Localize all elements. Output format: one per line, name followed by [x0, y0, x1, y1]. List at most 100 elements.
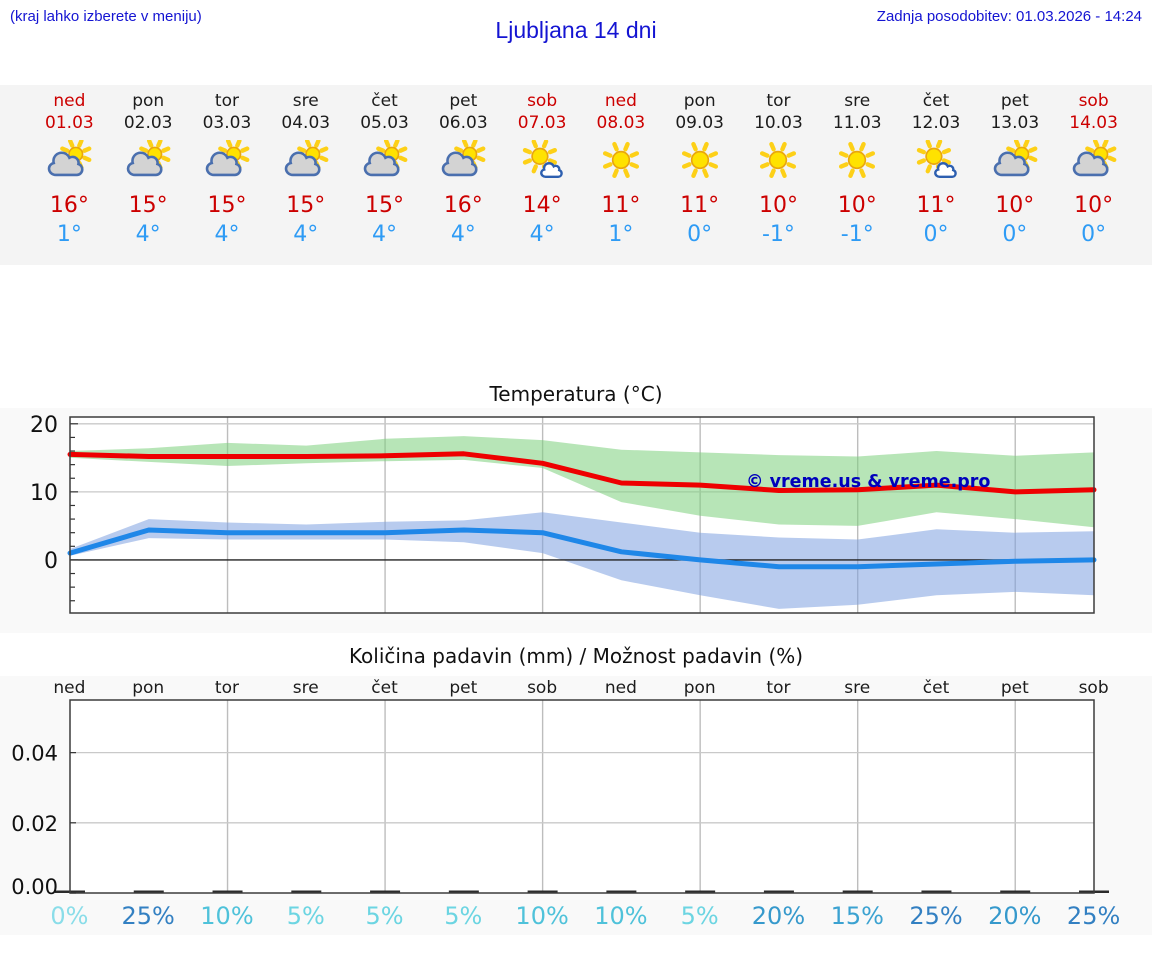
precip-probability: 25%	[121, 902, 175, 930]
forecast-strip: ned 01.03 16° 1° pon 02.03 15° 4° tor 03.03 15° 4° s…	[0, 85, 1152, 265]
forecast-day-column[interactable]: tor 03.03 15° 4°	[188, 85, 267, 248]
forecast-day-column[interactable]: pet 13.03 10° 0°	[975, 85, 1054, 248]
forecast-day-column[interactable]: sob 14.03 10° 0°	[1054, 85, 1133, 248]
low-temperature: 4°	[214, 222, 240, 247]
high-temperature: 10°	[837, 193, 877, 218]
sun-small-cloud-icon	[522, 140, 563, 178]
forecast-day-column[interactable]: čet 12.03 11° 0°	[897, 85, 976, 248]
precip-probability: 5%	[286, 902, 325, 930]
sun-behind-cloud-icon	[126, 140, 171, 177]
precip-day-label: ned	[53, 678, 86, 698]
sun-icon	[760, 141, 797, 178]
weather-icon	[438, 134, 488, 188]
temperature-chart-title: Temperatura (°C)	[489, 382, 663, 406]
precip-probability: 10%	[200, 902, 254, 930]
high-temperature: 10°	[1074, 193, 1114, 218]
day-name: ned	[53, 91, 86, 111]
precip-probability-row: 0% 25% 10% 5% 5% 5% 10% 10% 5% 20% 15% 25% 20% 25%	[30, 897, 1133, 935]
weather-icon	[517, 134, 567, 188]
svg-text:0.00: 0.00	[11, 875, 58, 898]
precipitation-chart-svg: 0.00 0.02 0.04	[11, 699, 1109, 898]
weather-icon	[202, 134, 252, 188]
precip-probability: 0%	[50, 902, 89, 930]
temperature-chart: 0 10 20 © vreme.us & vreme.pro	[0, 408, 1152, 633]
weather-icon	[281, 134, 331, 188]
day-date: 01.03	[45, 113, 94, 133]
day-name: tor	[214, 91, 239, 111]
sun-behind-cloud-icon	[48, 140, 92, 177]
low-temperature: 4°	[293, 222, 319, 247]
high-temperature: 11°	[680, 193, 720, 218]
precip-day-label: sob	[1078, 678, 1109, 698]
svg-text:20: 20	[30, 413, 58, 438]
day-name: sre	[844, 91, 871, 111]
low-temperature: 4°	[135, 222, 161, 247]
weather-icon	[911, 134, 961, 188]
day-date: 12.03	[911, 113, 961, 133]
forecast-day-column[interactable]: sre 11.03 10° -1°	[818, 85, 897, 248]
sun-behind-cloud-icon	[284, 140, 329, 177]
forecast-day-column[interactable]: pon 02.03 15° 4°	[109, 85, 188, 248]
day-name: ned	[604, 91, 637, 111]
low-temperature: -1°	[761, 222, 795, 247]
weather-icon	[360, 134, 410, 188]
low-temperature: 0°	[1081, 222, 1107, 247]
sun-behind-cloud-icon	[993, 140, 1038, 177]
high-temperature: 15°	[286, 193, 326, 218]
sun-icon	[681, 141, 718, 178]
weather-icon	[832, 134, 882, 188]
sun-behind-cloud-icon	[442, 140, 486, 177]
precip-probability: 20%	[751, 902, 806, 930]
day-date: 04.03	[281, 113, 331, 133]
forecast-day-column[interactable]: sob 07.03 14° 4°	[503, 85, 582, 248]
svg-text:0.02: 0.02	[11, 812, 58, 836]
svg-text:0: 0	[44, 549, 58, 574]
day-name: pon	[132, 91, 165, 111]
temperature-chart-svg: 0 10 20 © vreme.us & vreme.pro	[30, 413, 1097, 614]
forecast-day-column[interactable]: sre 04.03 15° 4°	[266, 85, 345, 248]
forecast-day-column[interactable]: ned 01.03 16° 1°	[30, 85, 109, 248]
precip-probability: 25%	[1066, 902, 1121, 930]
sun-icon	[602, 141, 639, 178]
day-name: pon	[683, 91, 716, 111]
day-date: 08.03	[596, 113, 646, 133]
sun-behind-cloud-icon	[1072, 140, 1116, 177]
forecast-day-column[interactable]: tor 10.03 10° -1°	[739, 85, 818, 248]
day-name: sre	[292, 91, 319, 111]
weather-icon	[123, 134, 173, 188]
precip-probability: 20%	[988, 902, 1042, 930]
precip-probability: 5%	[680, 902, 719, 930]
sun-behind-cloud-icon	[363, 140, 407, 177]
precip-day-label: pon	[683, 678, 716, 698]
day-name: sob	[1078, 91, 1109, 111]
high-temperature: 14°	[522, 193, 562, 218]
precip-day-label: tor	[766, 678, 791, 698]
day-date: 13.03	[990, 113, 1040, 133]
precip-day-label: čet	[922, 678, 950, 698]
precip-day-label: čet	[371, 678, 398, 698]
svg-text:10: 10	[30, 481, 58, 506]
forecast-day-column[interactable]: ned 08.03 11° 1°	[581, 85, 660, 248]
precip-day-label: sob	[527, 678, 558, 698]
forecast-grid: ned 01.03 16° 1° pon 02.03 15° 4° tor 03.03 15° 4° s…	[30, 85, 1133, 248]
high-temperature: 11°	[601, 193, 641, 218]
precip-probability: 15%	[830, 902, 884, 930]
day-date: 14.03	[1069, 113, 1118, 133]
low-temperature: -1°	[840, 222, 874, 247]
low-temperature: 0°	[1002, 222, 1028, 247]
forecast-day-column[interactable]: pet 06.03 16° 4°	[424, 85, 503, 248]
day-name: čet	[922, 91, 950, 111]
high-temperature: 10°	[995, 193, 1035, 218]
day-date: 05.03	[360, 113, 409, 133]
high-temperature: 10°	[758, 193, 798, 218]
day-date: 06.03	[438, 113, 488, 133]
day-date: 10.03	[754, 113, 803, 133]
precip-probability: 5%	[444, 902, 483, 930]
low-temperature: 4°	[450, 222, 476, 247]
precip-day-label: sre	[844, 678, 871, 698]
forecast-day-column[interactable]: čet 05.03 15° 4°	[345, 85, 424, 248]
forecast-day-column[interactable]: pon 09.03 11° 0°	[660, 85, 739, 248]
precip-probability: 5%	[365, 902, 404, 930]
precip-day-label: pet	[449, 678, 478, 698]
